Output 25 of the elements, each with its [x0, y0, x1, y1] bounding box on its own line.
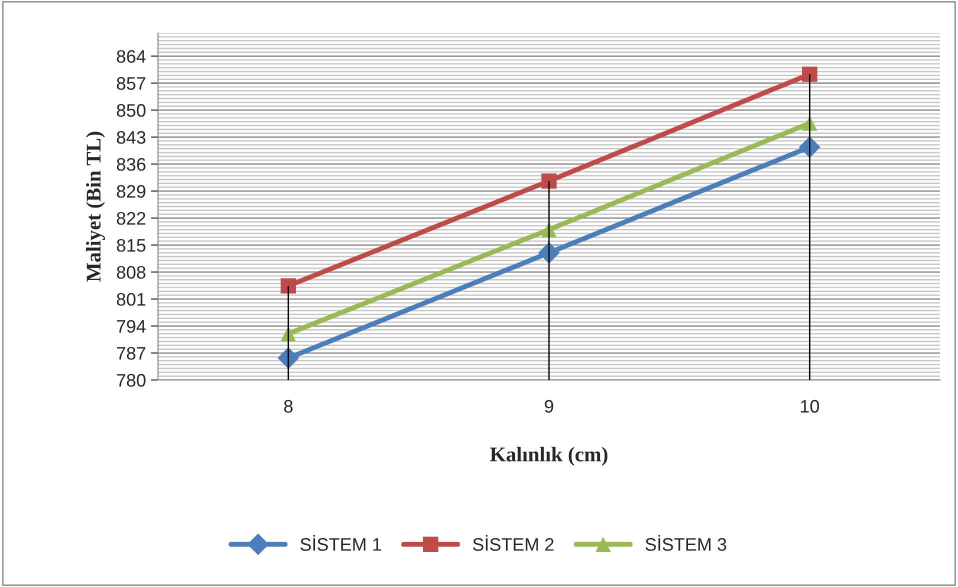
- legend-label: SİSTEM 3: [646, 535, 726, 551]
- x-axis-title: Kalınlık (cm): [490, 446, 608, 466]
- y-tick-label: 808: [116, 266, 146, 279]
- y-tick-label: 843: [116, 131, 146, 144]
- point: [538, 242, 560, 264]
- point: [802, 66, 818, 82]
- y-tick-label: 864: [116, 50, 146, 63]
- y-tick-label: 822: [116, 212, 146, 225]
- y-axis-title: Maliyet (Bin TL): [86, 132, 105, 282]
- y-tick-label: 801: [116, 292, 146, 306]
- y-tick-label: 787: [117, 346, 146, 360]
- y-tick-label: 780: [117, 374, 146, 387]
- y-tick-label: 850: [116, 104, 146, 117]
- y-tick-label: 836: [116, 158, 146, 171]
- x-tick-label: 9: [544, 400, 554, 413]
- point: [541, 173, 557, 189]
- y-tick-label: 815: [116, 238, 146, 252]
- legend-label: SİSTEM 1: [300, 535, 382, 551]
- legend-label: SİSTEM 2: [472, 535, 554, 551]
- y-tick-label: 857: [116, 77, 146, 90]
- point: [280, 278, 296, 294]
- x-tick-label: 8: [284, 400, 293, 413]
- y-tick-label: 794: [117, 320, 146, 333]
- y-tick-label: 829: [116, 185, 146, 198]
- x-tick-label: 10: [801, 400, 820, 413]
